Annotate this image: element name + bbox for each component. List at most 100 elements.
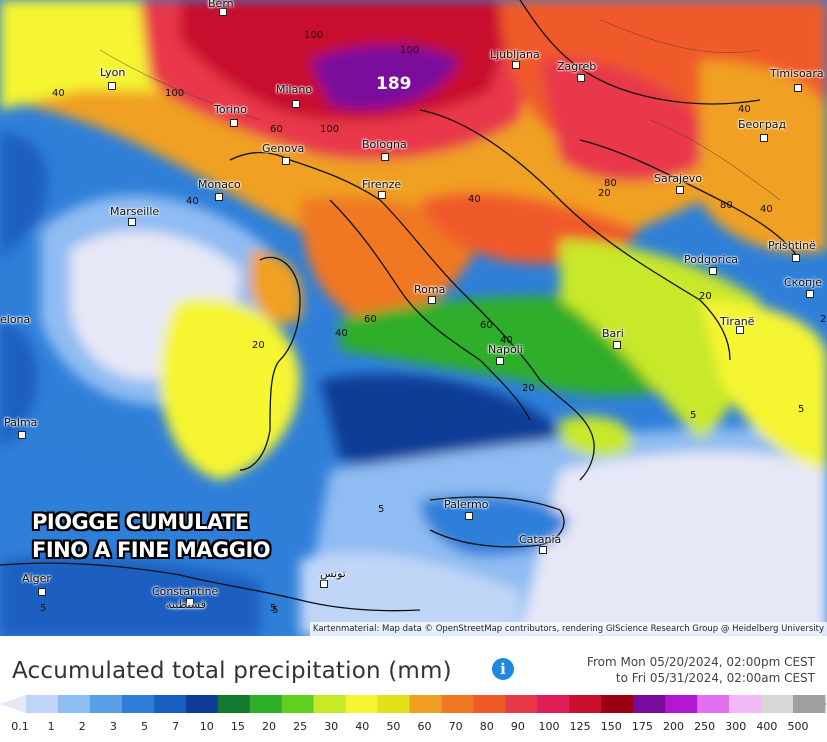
scale-tick-label: 5: [140, 720, 148, 733]
city-label-tunis: تونس: [320, 567, 346, 580]
overlay-title-line1: PIOGGE CUMULATE: [32, 510, 249, 534]
city-label-zagreb: Zagreb: [557, 60, 597, 73]
city-label-bari: Bari: [602, 327, 624, 340]
scale-tick-label: 15: [230, 720, 245, 733]
city-label-catania: Catania: [519, 533, 562, 546]
city-label-beograd: Београд: [738, 118, 787, 131]
precipitation-map[interactable]: 100 40 100 100 60 100 40 40 60 40 40 60 …: [0, 0, 827, 636]
scale-swatch: [697, 695, 730, 713]
scale-swatch: [57, 695, 91, 713]
scale-tick-label: 60: [417, 720, 432, 733]
overlay-title: PIOGGE CUMULATE FINO A FINE MAGGIO: [32, 508, 271, 564]
isoline-label: 100: [400, 45, 420, 56]
scale-swatch: [761, 695, 794, 713]
scale-swatch: [89, 695, 123, 713]
scale-swatch: [409, 695, 442, 713]
city-marker: [806, 290, 814, 298]
city-label-lyon: Lyon: [100, 66, 126, 79]
city-marker: [215, 193, 223, 201]
scale-tick-label: 175: [631, 720, 653, 733]
scale-tick-label: 300: [725, 720, 747, 733]
city-label-ljubljana: Ljubljana: [490, 48, 540, 61]
city-label-constantine-ar: قسنطينة: [166, 598, 206, 611]
city-marker: [320, 580, 328, 588]
city-marker: [676, 186, 684, 194]
scale-arrow-left: [0, 695, 26, 713]
scale-swatch: [633, 695, 666, 713]
scale-tick-label: 3: [109, 720, 117, 733]
scale-tick-label: 150: [600, 720, 622, 733]
scale-tick-label: 200: [663, 720, 685, 733]
isoline-label: 40: [468, 194, 481, 205]
scale-tick-label: 400: [756, 720, 778, 733]
scale-swatch: [217, 695, 251, 713]
info-icon[interactable]: i: [492, 658, 514, 680]
city-label-barcelona: elona: [0, 313, 31, 326]
city-label-napoli: Napoli: [488, 343, 523, 356]
city-label-roma: Roma: [414, 283, 446, 296]
isoline-label: 80: [604, 178, 617, 189]
scale-tick-label: 25: [293, 720, 308, 733]
city-label-firenze: Firenze: [362, 178, 402, 191]
city-label-marseille: Marseille: [110, 205, 160, 218]
city-marker: [794, 84, 802, 92]
scale-tick-label: 40: [355, 720, 370, 733]
city-label-prishtine: Prishtinë: [768, 239, 816, 252]
city-marker: [378, 191, 386, 199]
city-marker: [539, 546, 547, 554]
city-marker: [282, 157, 290, 165]
scale-tick-label: 2: [78, 720, 86, 733]
scale-swatch: [505, 695, 538, 713]
city-label-bologna: Bologna: [362, 138, 407, 151]
isoline-label: 40: [760, 204, 773, 215]
scale-swatch: [185, 695, 219, 713]
isoline-label: 40: [738, 104, 751, 115]
city-label-sarajevo: Sarajevo: [654, 172, 703, 185]
isoline-label: 100: [165, 88, 185, 99]
isoline-label: 20: [252, 340, 265, 351]
scale-tick-label: 0.1: [11, 720, 29, 733]
isoline-label: 80: [720, 200, 733, 211]
scale-swatch: [665, 695, 698, 713]
isoline-label: 60: [364, 314, 377, 325]
map-legend-footer: Accumulated total precipitation (mm) i F…: [0, 636, 827, 742]
city-marker: [381, 153, 389, 161]
city-marker: [108, 82, 116, 90]
isoline-label: 5: [690, 410, 697, 421]
isoline-label: 5: [270, 603, 277, 614]
scale-tick-label: 250: [694, 720, 716, 733]
city-marker: [38, 588, 46, 596]
scale-swatch: [473, 695, 506, 713]
color-scale-bar: [0, 695, 827, 713]
scale-swatch: [121, 695, 155, 713]
scale-swatch: [345, 695, 379, 713]
city-marker: [496, 357, 504, 365]
scale-swatch: [281, 695, 315, 713]
scale-swatch: [537, 695, 570, 713]
city-label-torino: Torino: [214, 103, 247, 116]
scale-swatch: [377, 695, 411, 713]
legend-title: Accumulated total precipitation (mm): [12, 658, 452, 684]
city-label-palma: Palma: [4, 416, 38, 429]
isoline-label: 60: [270, 124, 283, 135]
city-marker: [760, 134, 768, 142]
city-label-podgorica: Podgorica: [684, 253, 739, 266]
scale-tick-label: 70: [448, 720, 463, 733]
scale-tick-label: 10: [199, 720, 214, 733]
scale-swatch: [729, 695, 762, 713]
scale-swatch: [153, 695, 187, 713]
city-marker: [465, 512, 473, 520]
isoline-label: 20: [699, 291, 712, 302]
city-marker: [577, 74, 585, 82]
isoline-label: 100: [304, 30, 324, 41]
city-label-palermo: Palermo: [444, 498, 489, 511]
color-scale-labels: 0.1 1 2 3 5 7 10 15 20 25 30 40 50 60 70 80 90 100 125 150 1…: [0, 720, 827, 736]
isoline-label: 40: [335, 328, 348, 339]
city-label-timisoara: Timisoara: [770, 67, 824, 80]
city-marker: [128, 218, 136, 226]
isoline-label: 20: [522, 383, 535, 394]
city-marker: [736, 326, 744, 334]
scale-swatch: [313, 695, 347, 713]
scale-swatch: [441, 695, 474, 713]
scale-tick-label: 1: [47, 720, 55, 733]
